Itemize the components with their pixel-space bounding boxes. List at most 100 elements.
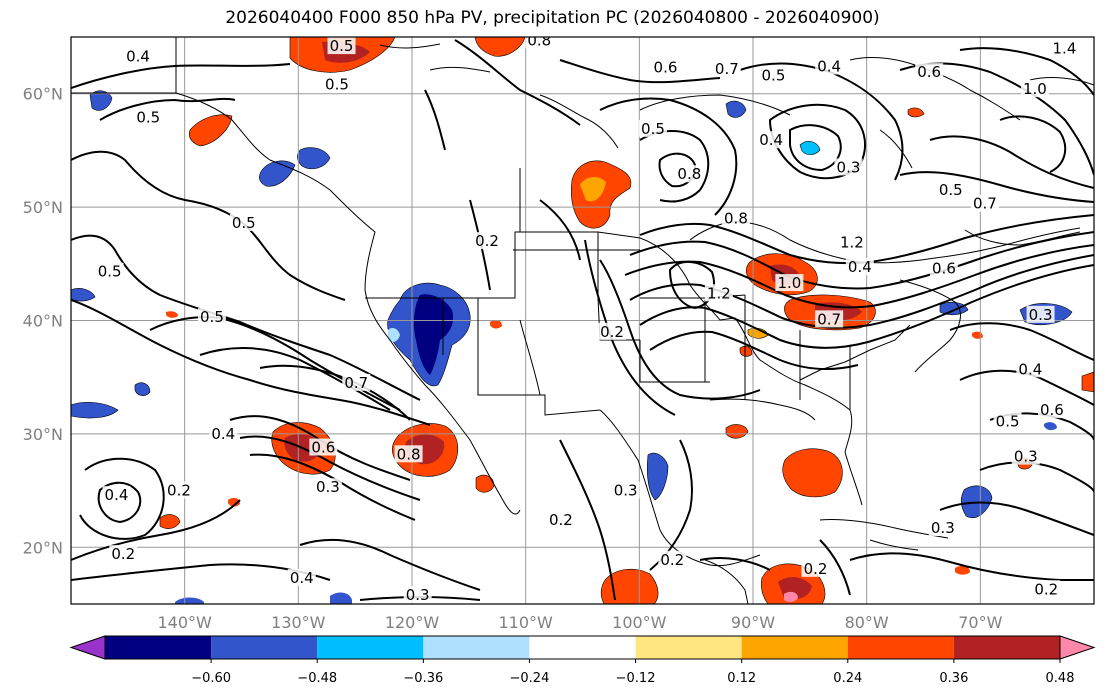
latitude-tick-label: 60°N <box>23 85 63 104</box>
colorbar-tick-label: 0.24 <box>833 671 862 686</box>
contour-label-bg <box>309 438 338 456</box>
contour-label: 0.3 <box>406 586 430 604</box>
contour-label: 0.4 <box>290 569 314 587</box>
contour-label-bg <box>1032 580 1061 598</box>
latitude-tick-label: 20°N <box>23 538 63 557</box>
contour-label-bg <box>837 233 866 251</box>
contour-label: 0.6 <box>932 259 956 277</box>
contour-label: 0.4 <box>211 425 235 443</box>
contour-label: 0.2 <box>549 511 573 529</box>
contour-label: 0.4 <box>848 258 872 276</box>
contour-label: 0.6 <box>1040 401 1064 419</box>
graticule <box>71 37 1094 604</box>
contour-label-bg <box>109 545 138 563</box>
latitude-tick-label: 50°N <box>23 198 63 217</box>
contour-label: 0.3 <box>614 482 638 500</box>
map-body: 0.4 0.5 0.5 0.5 0.8 0.6 0.7 0.5 0.4 0.6 1.4 1.0 0.5 0… <box>71 37 1094 604</box>
contour-label: 1.2 <box>840 233 864 251</box>
longitude-tick-label: 90°W <box>731 613 775 632</box>
contour-label: 0.4 <box>105 486 129 504</box>
contour-label-bg <box>651 58 680 76</box>
longitude-tick-label: 70°W <box>958 613 1002 632</box>
colorbar-segment <box>529 636 636 659</box>
colorbar-segment <box>635 636 742 659</box>
contour-label: 0.4 <box>126 47 150 65</box>
contour-label-bg <box>598 322 627 340</box>
contour-labels: 0.4 0.5 0.5 0.5 0.8 0.6 0.7 0.5 0.4 0.6 1.4 1.0 0.5 0… <box>95 37 1079 604</box>
contour-label: 1.0 <box>1023 80 1047 98</box>
contour-label: 0.5 <box>939 181 963 199</box>
contour-label-bg <box>95 262 124 280</box>
colorbar-tick-label: −0.48 <box>297 671 337 686</box>
longitude-ticks: 140°W 130°W 120°W 110°W 100°W 90°W 80°W 70°W <box>157 613 1002 632</box>
colorbar-extend-high <box>1059 635 1096 660</box>
contour-label-bg <box>134 108 163 126</box>
contour-label-bg <box>394 445 423 463</box>
contour-label-bg <box>1026 305 1055 323</box>
contour-label-bg <box>929 259 958 277</box>
contour-label-bg <box>197 308 226 326</box>
contour-label-bg <box>1016 360 1045 378</box>
contour-label: 0.5 <box>98 263 122 281</box>
latitude-ticks: 20°N 30°N 40°N 50°N 60°N <box>23 85 63 558</box>
contour-label: 0.6 <box>311 439 335 457</box>
contour-label: 0.7 <box>973 195 997 213</box>
contour-label: 1.2 <box>707 284 731 302</box>
contour-label: 0.3 <box>837 158 861 176</box>
contour-label: 0.6 <box>654 59 678 77</box>
contour-label-bg <box>915 63 944 81</box>
contour-label-bg <box>403 585 432 603</box>
contour-label: 0.4 <box>759 131 783 149</box>
contour-label-bg <box>658 550 687 568</box>
contour-label: 0.3 <box>316 478 340 496</box>
contour-label-bg <box>229 213 258 231</box>
contour-label-bg <box>1020 80 1049 98</box>
contour-label: 0.7 <box>715 60 739 78</box>
contour-label: 0.8 <box>397 445 421 463</box>
contour-label: 1.0 <box>777 274 801 292</box>
contour-label: 0.5 <box>325 76 349 94</box>
latitude-tick-label: 40°N <box>23 312 63 331</box>
contour-label-bg <box>638 119 667 137</box>
contour-label: 0.2 <box>167 482 191 500</box>
contour-label-bg <box>704 284 733 302</box>
precip-positive-area <box>782 448 843 498</box>
contour-label: 0.2 <box>660 551 684 569</box>
colorbar-tick-label: −0.12 <box>616 671 656 686</box>
contour-label-bg <box>936 181 965 199</box>
contour-label-bg <box>209 424 238 442</box>
contour-label-bg <box>712 59 741 77</box>
contour-label-bg <box>102 486 131 504</box>
contour-label-bg <box>124 47 153 65</box>
contour-label: 0.5 <box>330 37 354 55</box>
pv-contours <box>71 39 1094 601</box>
contour-label: 0.5 <box>136 109 160 127</box>
contour-label-bg <box>801 559 830 577</box>
contour-label-bg <box>993 412 1022 430</box>
colorbar-segment <box>105 636 212 659</box>
contour-label-bg <box>970 194 999 212</box>
contour-label-bg <box>525 37 554 49</box>
contour-label: 0.4 <box>817 57 841 75</box>
coastlines <box>71 37 1094 604</box>
colorbar-segment <box>953 636 1060 659</box>
precip-positive-area <box>474 37 526 57</box>
contour-label: 0.5 <box>200 308 224 326</box>
contour-label-bg <box>815 310 844 328</box>
contour-label: 0.2 <box>804 560 828 578</box>
contour-label-bg <box>322 75 351 93</box>
colorbar-tick-label: −0.24 <box>510 671 550 686</box>
contour-label: 0.5 <box>232 214 256 232</box>
longitude-tick-label: 130°W <box>271 613 326 632</box>
contour-label-bg <box>313 478 342 496</box>
precip-negative-area <box>259 160 296 187</box>
colorbar-segment <box>741 636 848 659</box>
contour-label: 0.5 <box>641 120 665 138</box>
contour-label: 1.4 <box>1053 39 1077 57</box>
contour-label-bg <box>845 258 874 276</box>
longitude-tick-label: 110°W <box>498 613 553 632</box>
colorbar-tick-label: 0.12 <box>727 671 756 686</box>
contour-label: 0.5 <box>996 412 1020 430</box>
contour-label-bg <box>342 373 371 391</box>
